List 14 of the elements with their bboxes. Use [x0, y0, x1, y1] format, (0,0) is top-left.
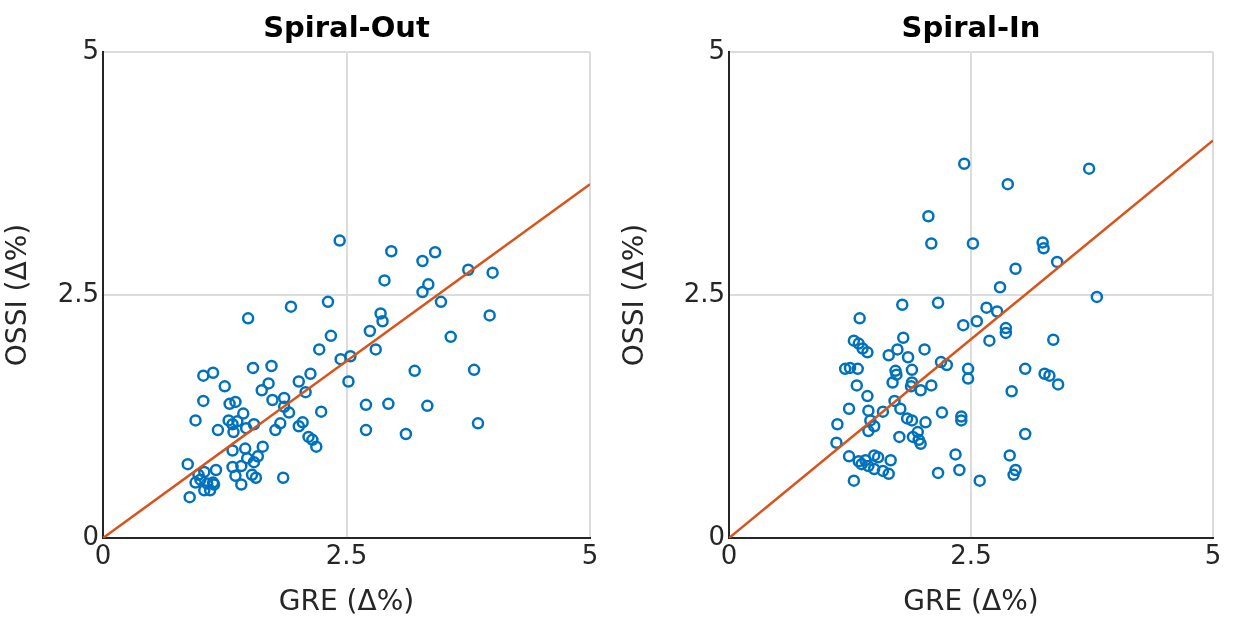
y-axis-title: OSSI (Δ%) — [617, 223, 651, 367]
chart-title: Spiral-In — [901, 10, 1041, 45]
y-tick-label: 2.5 — [57, 277, 99, 308]
chart-title: Spiral-Out — [263, 10, 430, 45]
y-tick-label: 5 — [708, 34, 725, 65]
x-axis-title: GRE (Δ%) — [278, 584, 415, 618]
y-tick-label: 5 — [82, 34, 99, 65]
y-tick-label: 2.5 — [683, 277, 725, 308]
x-tick-label: 2.5 — [950, 540, 992, 571]
x-tick-label: 5 — [581, 540, 599, 571]
x-tick-label: 2.5 — [325, 540, 368, 571]
x-axis-title: GRE (Δ%) — [903, 584, 1039, 618]
x-tick-label: 5 — [1204, 540, 1222, 571]
y-axis-title: OSSI (Δ%) — [0, 223, 34, 367]
